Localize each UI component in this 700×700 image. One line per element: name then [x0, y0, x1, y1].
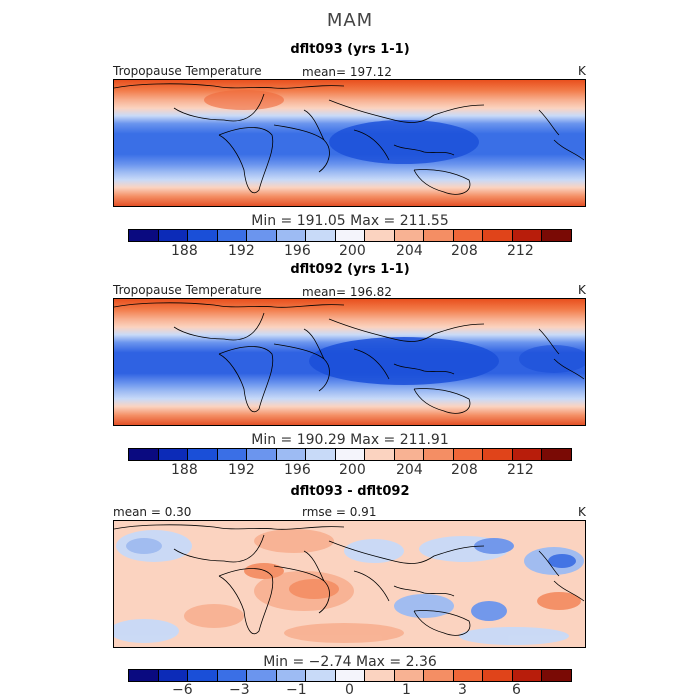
panel3-tick-label: −1 — [286, 682, 307, 698]
panel2-map-field — [114, 299, 585, 425]
panel2-colorbar-bin — [188, 449, 218, 460]
panel1-colorbar-bin — [483, 230, 513, 241]
panel1-colorbar-bin — [453, 230, 484, 241]
panel3-colorbar-bin — [335, 670, 366, 681]
panel3-colorbar-bin — [188, 670, 218, 681]
panel2-field-label: Tropopause Temperature — [113, 283, 262, 297]
panel1-tick-label: 188 — [171, 243, 198, 259]
panel1-map-field — [114, 80, 585, 206]
panel3-unit-label: K — [578, 505, 586, 519]
panel1-tick-label: 196 — [284, 243, 311, 259]
panel1-colorbar-bin — [247, 230, 277, 241]
panel3-colorbar-bin — [394, 670, 425, 681]
panel3-colorbar-bin — [247, 670, 277, 681]
panel1-colorbar-bin — [512, 230, 543, 241]
panel3-title: dflt093 - dflt092 — [290, 484, 410, 499]
panel1-colorbar-bin — [129, 230, 159, 241]
panel2-tick-label: 188 — [171, 462, 198, 478]
panel3-tick-label: −3 — [229, 682, 250, 698]
panel3-colorbar-bin — [512, 670, 543, 681]
panel2-mean-label: mean= 196.82 — [302, 285, 392, 299]
panel2-colorbar-bin — [453, 449, 484, 460]
panel3-colorbar — [128, 669, 572, 682]
panel1-title: dflt093 (yrs 1-1) — [290, 42, 410, 57]
panel3-colorbar-bin — [453, 670, 484, 681]
panel2-tick-label: 196 — [284, 462, 311, 478]
panel1-colorbar-bin — [188, 230, 218, 241]
panel3-map-field — [114, 521, 585, 647]
panel1-colorbar-bin — [424, 230, 454, 241]
panel3-colorbar-bin — [276, 670, 307, 681]
panel1-colorbar-bin — [335, 230, 366, 241]
panel3-rmse-label: rmse = 0.91 — [302, 505, 377, 519]
panel2-colorbar-bin — [276, 449, 307, 460]
panel3-colorbar-bin — [424, 670, 454, 681]
panel2-title: dflt092 (yrs 1-1) — [290, 262, 410, 277]
panel2-colorbar-bin — [129, 449, 159, 460]
panel2-tick-label: 200 — [339, 462, 366, 478]
panel3-tick-label: 0 — [345, 682, 354, 698]
panel1-colorbar-bin — [276, 230, 307, 241]
panel2-colorbar-bin — [306, 449, 336, 460]
panel3-tick-label: 6 — [512, 682, 521, 698]
panel1-colorbar-bin — [394, 230, 425, 241]
panel1-tick-label: 204 — [396, 243, 423, 259]
panel3-colorbar-bin — [542, 670, 571, 681]
panel2-colorbar-bin — [247, 449, 277, 460]
panel2-colorbar-bin — [424, 449, 454, 460]
panel2-colorbar-bin — [335, 449, 366, 460]
panel2-colorbar-bin — [483, 449, 513, 460]
panel3-colorbar-bin — [483, 670, 513, 681]
panel1-field-label: Tropopause Temperature — [113, 64, 262, 78]
panel1-minmax: Min = 191.05 Max = 211.55 — [251, 213, 449, 229]
panel2-colorbar-bin — [217, 449, 248, 460]
panel3-tick-label: −6 — [172, 682, 193, 698]
panel1-tick-label: 212 — [507, 243, 534, 259]
panel3-colorbar-bin — [158, 670, 189, 681]
panel2-colorbar-bin — [394, 449, 425, 460]
panel1-unit-label: K — [578, 64, 586, 78]
panel1-tick-label: 192 — [228, 243, 255, 259]
panel2-colorbar-bin — [542, 449, 571, 460]
panel2-tick-label: 208 — [451, 462, 478, 478]
panel2-colorbar-bin — [512, 449, 543, 460]
panel1-tick-label: 208 — [451, 243, 478, 259]
panel2-colorbar-bin — [365, 449, 395, 460]
panel1-map — [113, 79, 586, 207]
panel2-tick-label: 212 — [507, 462, 534, 478]
panel2-tick-label: 204 — [396, 462, 423, 478]
panel3-colorbar-bin — [306, 670, 336, 681]
panel1-tick-label: 200 — [339, 243, 366, 259]
panel3-map — [113, 520, 586, 648]
panel2-tick-label: 192 — [228, 462, 255, 478]
panel1-colorbar-bin — [542, 230, 571, 241]
panel3-colorbar-bin — [365, 670, 395, 681]
panel1-colorbar-bin — [306, 230, 336, 241]
panel3-minmax: Min = −2.74 Max = 2.36 — [263, 654, 437, 670]
panel1-colorbar-bin — [158, 230, 189, 241]
panel2-unit-label: K — [578, 283, 586, 297]
season-title: MAM — [326, 10, 374, 31]
panel3-colorbar-bin — [129, 670, 159, 681]
panel2-colorbar-bin — [158, 449, 189, 460]
panel1-colorbar-bin — [217, 230, 248, 241]
panel3-tick-label: 3 — [458, 682, 467, 698]
panel2-map — [113, 298, 586, 426]
panel3-tick-label: 1 — [402, 682, 411, 698]
panel2-minmax: Min = 190.29 Max = 211.91 — [251, 432, 449, 448]
panel1-mean-label: mean= 197.12 — [302, 65, 392, 79]
panel2-colorbar — [128, 448, 572, 461]
panel3-mean-label: mean = 0.30 — [113, 505, 192, 519]
panel1-colorbar-bin — [365, 230, 395, 241]
panel3-colorbar-bin — [217, 670, 248, 681]
panel1-colorbar — [128, 229, 572, 242]
